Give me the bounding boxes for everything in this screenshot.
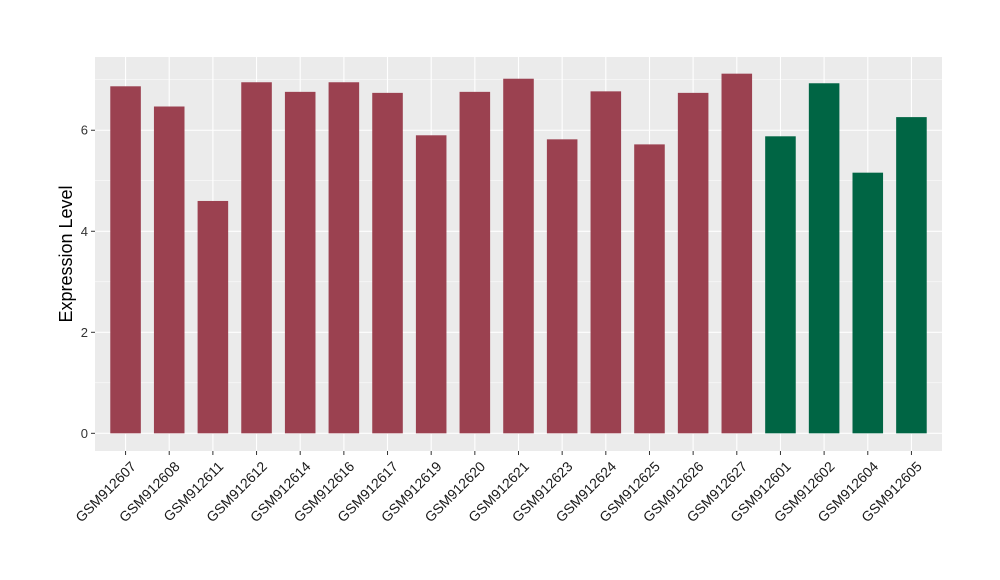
bar-GSM912605 (896, 117, 927, 434)
bar-GSM912627 (721, 73, 753, 434)
bar-GSM912612 (241, 82, 272, 434)
y-tick-label: 0 (81, 426, 88, 441)
bar-GSM912625 (634, 144, 665, 434)
bar-GSM912602 (808, 83, 840, 434)
bar-GSM912626 (677, 92, 709, 434)
bar-GSM912624 (590, 91, 622, 434)
bar-GSM912623 (546, 139, 578, 434)
bar-GSM912607 (110, 86, 141, 434)
x-axis: GSM912607GSM912608GSM912611GSM912612GSM9… (72, 451, 925, 525)
bar-GSM912601 (765, 136, 796, 434)
y-axis: 0 2 4 6 (81, 123, 95, 441)
bar-GSM912616 (328, 82, 360, 434)
bar-GSM912611 (197, 200, 229, 434)
y-axis-title: Expression Level (56, 185, 76, 322)
y-tick-label: 6 (81, 123, 88, 138)
bars (110, 73, 927, 434)
bar-GSM912621 (503, 78, 534, 434)
bar-GSM912620 (459, 91, 491, 434)
bar-GSM912604 (852, 172, 884, 434)
y-tick-label: 2 (81, 325, 88, 340)
bar-GSM912617 (372, 92, 403, 434)
bar-GSM912614 (284, 91, 316, 434)
bar-GSM912608 (153, 106, 185, 434)
bar-GSM912619 (415, 135, 447, 434)
y-tick-label: 4 (81, 224, 88, 239)
